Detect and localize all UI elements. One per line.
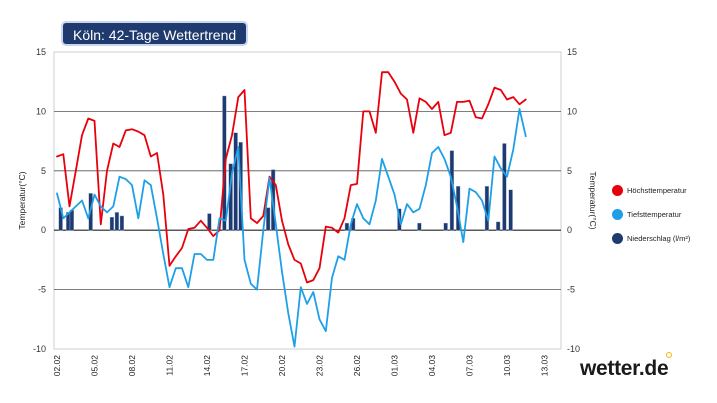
x-tick-label: 01.03: [390, 355, 400, 377]
brand-logo: wetter.de: [580, 357, 669, 380]
y-axis-label-left: Temperatur(°C): [17, 171, 27, 229]
y-tick-label-right: 5: [567, 166, 572, 176]
precipitation-bar: [443, 222, 448, 231]
x-tick-label: 02.02: [52, 355, 62, 377]
precipitation-bar: [109, 216, 114, 231]
x-tick-label: 08.02: [127, 355, 137, 377]
chart-title: Köln: 42-Tage Wettertrend: [61, 21, 249, 46]
legend-label-low: Tiefsttemperatur: [627, 210, 682, 219]
precipitation-bar: [508, 189, 513, 231]
x-tick-label: 11.02: [165, 355, 175, 376]
y-tick-label-left: -5: [38, 285, 46, 295]
x-tick-label: 10.03: [502, 355, 512, 377]
legend-item-low: Tiefsttemperatur: [612, 209, 681, 220]
x-tick-label: 13.03: [540, 355, 550, 377]
y-tick-label-left: 15: [36, 47, 46, 57]
x-tick-label: 07.03: [465, 355, 475, 377]
precipitation-bar: [233, 132, 238, 231]
x-tick-label: 26.02: [352, 355, 362, 377]
precipitation-bar: [496, 221, 501, 231]
y-tick-label-left: 5: [41, 166, 46, 176]
x-tick-label: 04.03: [427, 355, 437, 377]
y-tick-label-left: 0: [41, 225, 46, 235]
y-axis-label-right: Temperatur(°C): [588, 171, 598, 229]
legend-item-high: Höchsttemperatur: [612, 185, 687, 196]
precipitation-bar: [114, 212, 119, 231]
precipitation-bar: [502, 143, 507, 231]
y-tick-label-left: -10: [33, 344, 46, 354]
precipitation-bar: [417, 222, 422, 231]
precipitation-bar: [344, 222, 349, 231]
series-line-high: [56, 71, 527, 284]
x-tick-label: 20.02: [277, 355, 287, 377]
plot-frame: [53, 51, 562, 350]
precipitation-bar: [266, 207, 271, 231]
precipitation-bar: [484, 186, 489, 231]
legend-label-high: Höchsttemperatur: [627, 186, 687, 195]
y-tick-label-right: 0: [567, 225, 572, 235]
x-tick-label: 17.02: [240, 355, 250, 377]
series-line-low: [56, 108, 527, 348]
legend-dot-low: [612, 209, 623, 220]
x-tick-label: 05.02: [90, 355, 100, 377]
precipitation-bar: [69, 209, 74, 231]
legend-item-rain: Niederschlag (l/m²): [612, 233, 690, 244]
y-tick-label-right: -5: [567, 285, 575, 295]
y-tick-label-left: 10: [36, 106, 46, 116]
legend-label-rain: Niederschlag (l/m²): [627, 234, 691, 243]
precipitation-bar: [207, 213, 212, 231]
y-tick-label-right: 10: [567, 106, 577, 116]
y-tick-label-right: -10: [567, 344, 580, 354]
x-tick-label: 23.02: [315, 355, 325, 377]
x-tick-label: 14.02: [202, 355, 212, 377]
legend-dot-high: [612, 185, 623, 196]
precipitation-bar: [119, 215, 124, 231]
legend-dot-rain: [612, 233, 623, 244]
y-tick-label-right: 15: [567, 47, 577, 57]
brand-logo-dot: [666, 352, 672, 358]
